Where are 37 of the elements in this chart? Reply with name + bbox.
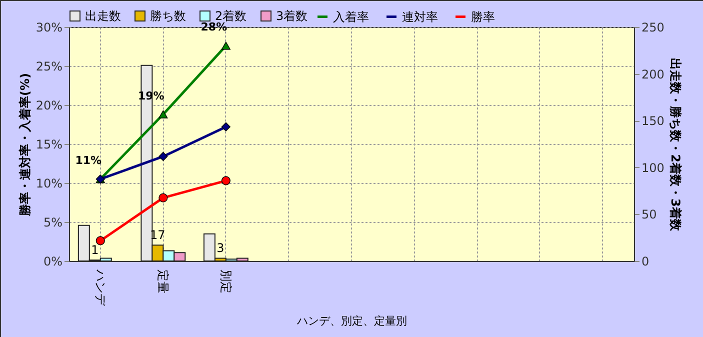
data-label: 3 <box>216 241 224 256</box>
y-axis-title: 勝率・連対率・入着率(%) <box>18 73 32 217</box>
y-tick-label: 30% <box>36 20 62 34</box>
point <box>96 236 105 246</box>
data-label: 28% <box>200 20 228 34</box>
y-tick-label: 20% <box>36 98 62 112</box>
point <box>221 122 230 132</box>
y-tick-label: 25% <box>36 60 62 74</box>
legend-label: 勝率 <box>471 10 495 24</box>
data-label: 11% <box>75 154 102 168</box>
y2-tick-label: 100 <box>642 160 664 175</box>
point <box>158 152 168 162</box>
data-label: 1 <box>91 243 99 258</box>
y-tick-label: 15% <box>36 138 62 152</box>
y2-axis-title: 出走数・勝ち数・2着数・3着数 <box>668 58 682 232</box>
y-tick-label: 0% <box>43 254 62 268</box>
x-tick-label: ハンデ <box>93 268 108 306</box>
y2-tick-label: 150 <box>642 114 664 128</box>
legend-label: 勝ち数 <box>150 9 186 23</box>
point <box>158 193 168 202</box>
y-tick-label: 5% <box>43 216 62 230</box>
y2-tick-label: 50 <box>642 208 657 222</box>
y2-tick-label: 200 <box>642 67 664 82</box>
point <box>221 42 230 50</box>
y2-tick-label: 0 <box>642 254 650 268</box>
y-tick-label: 10% <box>36 176 62 190</box>
point <box>221 176 230 186</box>
legend-label: 出走数 <box>85 9 121 23</box>
legend-label: 2着数 <box>215 9 247 23</box>
y2-tick-label: 250 <box>642 20 664 34</box>
legend-label: 連対率 <box>402 10 438 24</box>
x-tick-label: 別定 <box>218 270 233 294</box>
legend-label: 入着率 <box>333 10 369 24</box>
legend-label: 3着数 <box>276 9 308 23</box>
point <box>158 110 168 118</box>
x-axis-title: ハンデ、別定、定量別 <box>296 314 407 328</box>
x-tick-label: 定量 <box>156 270 170 294</box>
